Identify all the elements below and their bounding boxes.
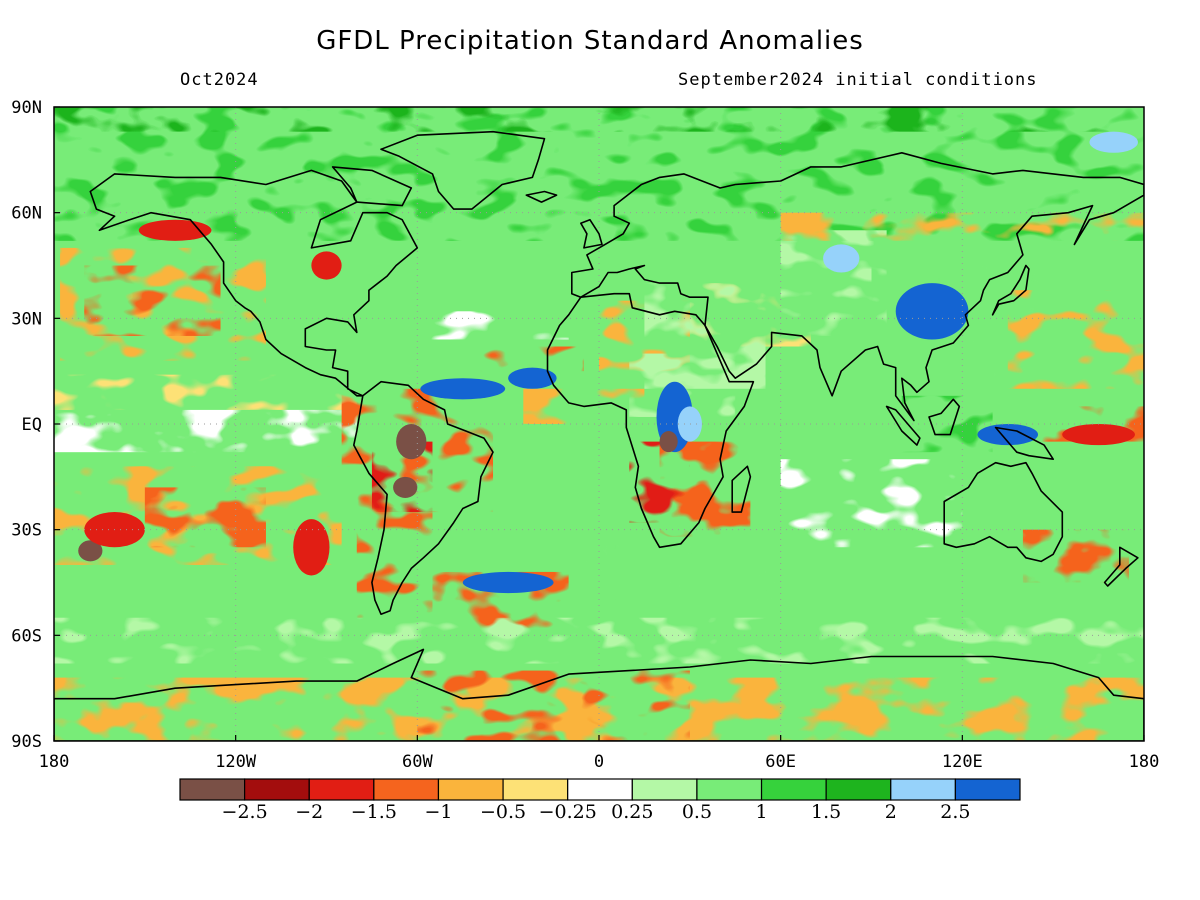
colorbar-swatch xyxy=(244,778,310,801)
colorbar-label: 2 xyxy=(885,801,897,823)
borneo-coast xyxy=(928,398,961,436)
colorbar-label: 1.5 xyxy=(811,801,841,823)
colorbar-swatch xyxy=(954,778,1021,801)
colorbar-swatch xyxy=(760,778,827,801)
iceland-coast xyxy=(525,190,558,203)
new-guinea-coast xyxy=(994,426,1054,460)
lat-tick-label: 60N xyxy=(11,204,42,224)
anomaly-cell xyxy=(659,431,678,453)
lat-tick-label: 90N xyxy=(11,98,42,118)
colorbar-swatch xyxy=(567,778,633,801)
lon-tick-label: 60W xyxy=(402,752,433,772)
anomaly-region xyxy=(84,265,221,336)
anomaly-region xyxy=(780,212,1144,241)
anomaly-cell xyxy=(1062,424,1135,446)
colorbar-label: 0.5 xyxy=(682,801,712,823)
colorbar-label: 2.5 xyxy=(940,801,970,823)
baffin-coast xyxy=(331,166,413,207)
anomaly-region xyxy=(356,512,433,618)
africa-coast xyxy=(546,292,755,549)
colorbar-swatch xyxy=(696,778,763,801)
new-zealand-coast xyxy=(1103,546,1139,587)
forecast-month-label: Oct2024 xyxy=(180,70,259,90)
anomaly-region xyxy=(568,529,781,601)
lon-tick-label: 180 xyxy=(39,752,70,772)
lat-tick-label: 90S xyxy=(11,732,42,752)
colorbar-label: 0.25 xyxy=(611,801,653,823)
colorbar-swatch xyxy=(437,778,504,801)
lon-tick-label: 120E xyxy=(942,752,983,772)
colorbar-swatch xyxy=(631,778,698,801)
antarctica-coast xyxy=(54,648,1144,741)
anomaly-cell xyxy=(895,283,969,340)
eurasia-coast xyxy=(571,152,1144,422)
colorbar-swatch xyxy=(373,778,440,801)
lon-tick-label: 180 xyxy=(1129,752,1160,772)
sumatra-coast xyxy=(885,405,921,446)
south-america-coast xyxy=(353,380,494,615)
coastlines xyxy=(54,130,1144,741)
lon-tick-label: 60E xyxy=(765,752,796,772)
colorbar-swatch xyxy=(890,778,956,801)
lat-tick-label: 60S xyxy=(11,626,42,646)
anomaly-region xyxy=(417,670,690,741)
anomaly-region xyxy=(1007,290,1144,389)
map-title: GFDL Precipitation Standard Anomalies xyxy=(316,26,864,56)
britain-coast xyxy=(580,218,603,249)
lat-tick-label: 30N xyxy=(11,309,42,329)
anomaly-region xyxy=(417,311,569,340)
colorbar-label: −1 xyxy=(424,801,452,823)
anomaly-cell xyxy=(677,406,702,442)
lat-tick-label: EQ xyxy=(22,415,42,435)
lon-tick-label: 0 xyxy=(594,752,604,772)
colorbar-label: −0.5 xyxy=(480,801,526,823)
map-axes: 180 120W 60W 0 60E 120E 180 90N 60N 30N EQ 30S 60S 90… xyxy=(11,98,1159,772)
anomaly-cell xyxy=(138,219,212,241)
anomaly-region xyxy=(144,487,266,548)
lat-tick-label: 30S xyxy=(11,521,42,541)
colorbar-swatch xyxy=(502,778,569,801)
anomaly-cell xyxy=(508,367,557,389)
madagascar-coast xyxy=(731,465,752,513)
anomaly-cell xyxy=(293,519,330,576)
colorbar-label: 1 xyxy=(755,801,767,823)
anomaly-region xyxy=(1022,529,1129,583)
colorbar-label: −2 xyxy=(295,801,323,823)
anomaly-region xyxy=(780,459,963,548)
colorbar-swatch xyxy=(308,778,375,801)
anomaly-cell xyxy=(462,571,554,594)
north-america-coast xyxy=(89,169,419,397)
colorbar-swatch xyxy=(825,778,892,801)
anomaly-cell xyxy=(1089,131,1138,153)
colorbar-label: −2.5 xyxy=(222,801,268,823)
anomaly-region xyxy=(54,374,357,410)
anomaly-cell xyxy=(393,476,418,498)
greenland-coast xyxy=(380,130,546,210)
colorbar: −2.5 −2 −1.5 −1 −0.5 −0.25 0.25 0.5 1 1.5 2 2.5 xyxy=(179,778,1021,823)
colorbar-swatch xyxy=(179,778,246,801)
anomaly-region xyxy=(54,409,357,453)
australia-coast xyxy=(943,461,1064,563)
colorbar-label: −0.25 xyxy=(539,801,597,823)
anomaly-cell xyxy=(420,378,506,400)
initial-conditions-label: September2024 initial conditions xyxy=(678,70,1038,90)
colorbar-label: −1.5 xyxy=(351,801,397,823)
japan-coast xyxy=(991,264,1030,316)
lon-tick-label: 120W xyxy=(215,752,257,772)
anomaly-region xyxy=(477,346,584,372)
anomaly-cell xyxy=(823,244,860,273)
anomaly-region xyxy=(644,283,766,389)
anomaly-field xyxy=(54,107,1144,741)
anomaly-cell xyxy=(78,540,103,562)
anomaly-cell xyxy=(977,424,1039,446)
graticule xyxy=(54,107,1144,741)
anomaly-cell xyxy=(311,251,342,280)
anomaly-region xyxy=(629,441,690,523)
anomaly-cell xyxy=(396,424,427,460)
